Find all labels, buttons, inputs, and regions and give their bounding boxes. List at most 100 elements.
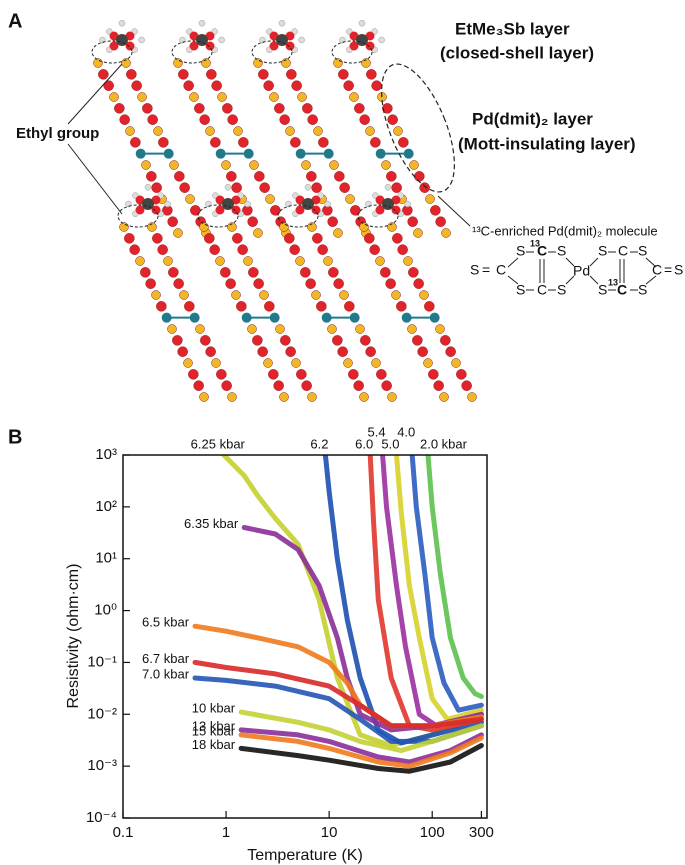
atom <box>381 380 392 391</box>
atom <box>174 171 185 182</box>
atom <box>225 278 236 289</box>
atom <box>279 114 290 125</box>
atom <box>333 228 343 238</box>
atom <box>205 126 215 136</box>
bond <box>507 275 519 285</box>
pointer-line <box>437 195 471 227</box>
atom <box>286 69 297 80</box>
c-atom <box>349 31 359 41</box>
atom: = <box>482 262 490 278</box>
c-atom <box>205 31 215 41</box>
atom <box>243 256 253 266</box>
atom <box>424 301 435 312</box>
pd-atom <box>215 148 226 159</box>
atom <box>227 114 238 125</box>
atom <box>366 69 377 80</box>
layer-note: (closed-shell layer) <box>440 43 594 62</box>
atom <box>419 290 429 300</box>
atom <box>301 160 311 170</box>
atom <box>129 244 140 255</box>
series-label: 18 kbar <box>192 737 236 752</box>
atom <box>380 267 391 278</box>
atom: S <box>598 282 607 298</box>
atom <box>237 244 248 255</box>
atom <box>210 137 221 148</box>
atom <box>407 324 417 334</box>
h-atom <box>324 200 331 208</box>
atom <box>295 256 305 266</box>
pointer-line <box>67 143 123 215</box>
atom <box>297 92 307 102</box>
c-atom <box>109 31 119 41</box>
atom <box>152 233 163 244</box>
atom <box>124 233 135 244</box>
panel-label: A <box>8 10 22 32</box>
atom <box>354 103 365 114</box>
c-atom <box>189 31 199 41</box>
series-line <box>238 743 484 774</box>
c-atom <box>285 41 295 51</box>
atom <box>365 346 376 357</box>
bond <box>645 257 657 268</box>
atom <box>291 80 302 91</box>
atom <box>98 69 109 80</box>
series-label: 6.7 kbar <box>142 651 190 666</box>
atom <box>209 244 220 255</box>
y-tick-label: 10⁻³ <box>87 757 117 774</box>
atom <box>353 380 364 391</box>
atom <box>145 278 156 289</box>
atom <box>387 114 398 125</box>
bond <box>565 275 575 285</box>
atom <box>263 358 273 368</box>
layer-note: (Mott-insulating layer) <box>458 134 636 153</box>
atom <box>258 69 269 80</box>
atom <box>168 267 179 278</box>
layer-marker <box>381 63 455 193</box>
h-atom <box>144 183 152 191</box>
atom <box>231 290 241 300</box>
atom <box>369 244 380 255</box>
h-atom <box>278 19 286 27</box>
atom <box>257 346 268 357</box>
atom <box>185 194 195 204</box>
series-label: 10 kbar <box>192 701 236 716</box>
series-label: 6.5 kbar <box>142 615 190 630</box>
bond <box>507 257 519 268</box>
h-atom <box>384 183 392 191</box>
atom <box>359 222 369 232</box>
atom <box>419 182 430 193</box>
atom <box>232 233 243 244</box>
atom <box>137 92 147 102</box>
atom <box>343 80 354 91</box>
y-tick-label: 10⁰ <box>94 602 117 619</box>
c-atom <box>295 195 305 205</box>
atom <box>142 103 153 114</box>
x-axis-title: Temperature (K) <box>247 847 363 864</box>
atom <box>195 324 205 334</box>
atom <box>252 335 263 346</box>
c-atom <box>125 41 135 51</box>
atom <box>130 137 141 148</box>
atom <box>158 137 169 148</box>
atom <box>220 267 231 278</box>
ethyl-marker <box>197 204 239 228</box>
atom <box>193 380 204 391</box>
atom <box>273 380 284 391</box>
plot-frame <box>122 454 488 819</box>
atom <box>238 137 249 148</box>
atom <box>275 324 285 334</box>
atom <box>167 216 178 227</box>
atom <box>311 182 322 193</box>
atom <box>365 126 375 136</box>
atom <box>430 205 441 216</box>
atom: S <box>598 243 607 259</box>
atom <box>337 346 348 357</box>
atom <box>147 114 158 125</box>
bond <box>645 275 657 285</box>
atom <box>398 137 409 148</box>
atom <box>226 171 237 182</box>
atom: C <box>652 262 662 278</box>
atom: S <box>516 282 525 298</box>
atom <box>348 369 359 380</box>
